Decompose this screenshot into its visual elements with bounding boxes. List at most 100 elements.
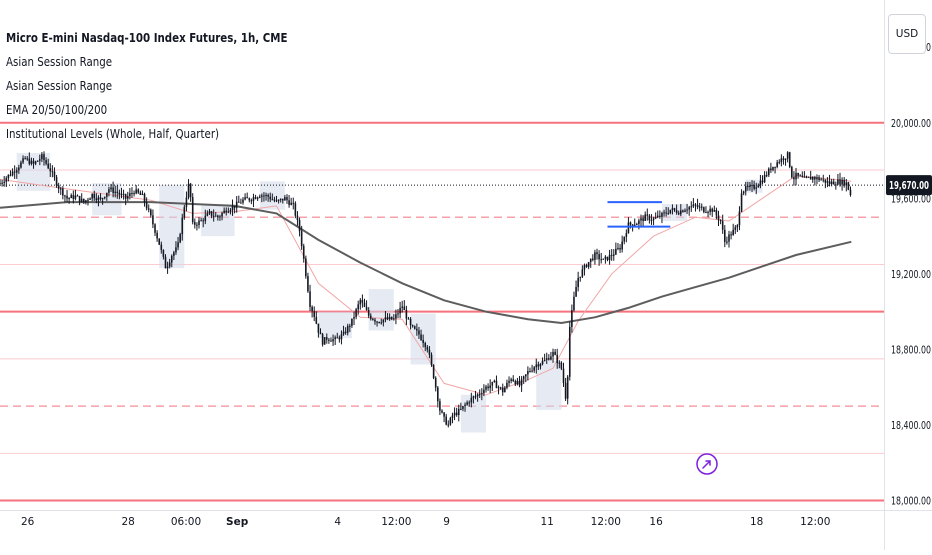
time-tick-label: 12:00 bbox=[381, 516, 411, 528]
candle bbox=[811, 176, 814, 183]
candle bbox=[166, 261, 169, 274]
candle bbox=[631, 224, 634, 232]
candle bbox=[254, 194, 257, 200]
candle bbox=[64, 194, 66, 203]
candle-body bbox=[221, 213, 223, 217]
candle-body bbox=[667, 213, 670, 215]
candle-body bbox=[449, 417, 452, 425]
candle bbox=[579, 276, 582, 282]
symbol-title[interactable]: Micro E-mini Nasdaq-100 Index Futures, 1… bbox=[6, 30, 288, 45]
candle bbox=[615, 242, 617, 256]
candle bbox=[307, 272, 309, 293]
candle-body bbox=[380, 322, 383, 324]
candle bbox=[403, 300, 406, 311]
candle bbox=[39, 154, 41, 166]
candle bbox=[168, 258, 171, 269]
candle bbox=[95, 193, 98, 204]
candle bbox=[778, 159, 781, 165]
range-lines bbox=[607, 201, 671, 228]
candle-body bbox=[141, 193, 144, 195]
candle bbox=[583, 263, 586, 276]
candle-body bbox=[537, 364, 540, 367]
candle bbox=[261, 193, 263, 203]
candle bbox=[460, 402, 462, 411]
candle bbox=[489, 379, 491, 393]
candle bbox=[194, 218, 196, 229]
candle bbox=[244, 193, 246, 201]
candle-body bbox=[460, 408, 462, 410]
candle bbox=[441, 409, 443, 414]
candle bbox=[707, 210, 709, 218]
candle bbox=[732, 223, 734, 236]
indicator-institutional-levels[interactable]: Institutional Levels (Whole, Half, Quart… bbox=[6, 126, 220, 141]
candle bbox=[355, 307, 357, 320]
candle-body bbox=[550, 356, 552, 360]
candle bbox=[428, 346, 431, 359]
candle-body bbox=[562, 368, 565, 383]
candle-body bbox=[294, 203, 297, 216]
candle-body bbox=[738, 211, 741, 226]
indicator-asian-range-1[interactable]: Asian Session Range bbox=[6, 54, 113, 69]
candle-body bbox=[202, 220, 204, 222]
indicator-ema[interactable]: EMA 20/50/100/200 bbox=[6, 102, 108, 117]
candle-body bbox=[411, 325, 414, 327]
candle-body bbox=[62, 188, 64, 196]
time-tick-label: 12:00 bbox=[800, 516, 830, 528]
candle bbox=[106, 192, 108, 201]
candle bbox=[200, 217, 202, 222]
candle bbox=[150, 208, 152, 218]
candle-body bbox=[118, 192, 121, 195]
candle bbox=[564, 377, 567, 402]
candle-body bbox=[28, 158, 31, 164]
candle-body bbox=[571, 310, 573, 327]
candle bbox=[9, 170, 12, 177]
candle bbox=[338, 335, 341, 343]
candle bbox=[116, 185, 119, 199]
candle bbox=[663, 209, 665, 217]
time-tick-label: Sep bbox=[226, 516, 249, 528]
candle bbox=[556, 348, 559, 369]
candle bbox=[594, 249, 596, 265]
candle-body bbox=[256, 197, 259, 199]
candle-body bbox=[183, 207, 186, 218]
candle-body bbox=[351, 318, 353, 326]
candle bbox=[742, 190, 745, 196]
candle bbox=[805, 175, 808, 179]
candle-body bbox=[133, 192, 135, 194]
candle bbox=[55, 174, 58, 188]
candle bbox=[723, 225, 726, 248]
candle-body bbox=[413, 326, 416, 329]
candle bbox=[89, 197, 91, 200]
indicator-asian-range-2[interactable]: Asian Session Range bbox=[6, 78, 113, 93]
candle bbox=[644, 211, 646, 222]
candle bbox=[728, 230, 730, 248]
candle bbox=[49, 163, 52, 177]
candle-body bbox=[744, 186, 747, 192]
candle bbox=[470, 392, 473, 408]
candle-body bbox=[675, 210, 678, 213]
candle bbox=[405, 305, 408, 326]
candle bbox=[32, 158, 35, 169]
candle bbox=[424, 341, 427, 352]
candle bbox=[797, 172, 799, 179]
candle bbox=[143, 192, 146, 207]
candle-body bbox=[315, 316, 318, 324]
candle bbox=[612, 249, 615, 261]
candle bbox=[11, 168, 14, 177]
candle-body bbox=[629, 222, 632, 225]
candle-body bbox=[300, 231, 303, 247]
asian-session-boxes bbox=[16, 153, 763, 433]
candle-body bbox=[41, 154, 43, 160]
candle-body bbox=[677, 212, 680, 215]
candle-body bbox=[818, 177, 820, 181]
candle-body bbox=[476, 394, 479, 397]
currency-button[interactable]: USD bbox=[888, 14, 926, 54]
replay-icon[interactable] bbox=[696, 453, 718, 475]
candle bbox=[558, 360, 561, 369]
candle bbox=[294, 201, 297, 219]
candle-body bbox=[401, 306, 403, 308]
candle bbox=[238, 195, 240, 203]
candle-body bbox=[307, 276, 309, 292]
